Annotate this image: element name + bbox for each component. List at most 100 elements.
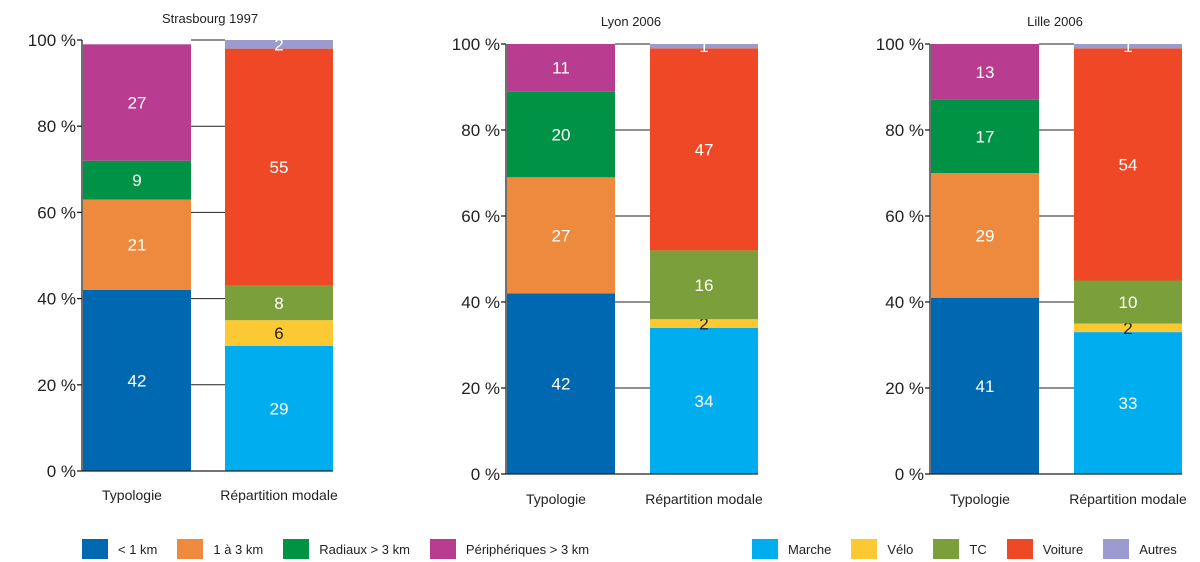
typologie-segment: [83, 44, 191, 161]
legend-swatch: [82, 539, 108, 559]
y-tick-label: 0 %: [895, 465, 924, 484]
data-label: 1: [699, 37, 708, 56]
y-tick-label: 80 %: [461, 121, 500, 140]
y-tick-label: 80 %: [37, 117, 76, 136]
chart-panel-3: Lille 2006 0 % 20 % 40 % 60 % 80 % 100 % 41 29 17…: [876, 14, 1187, 507]
data-label: 42: [128, 371, 147, 390]
category-label: Typologie: [526, 491, 586, 507]
data-label: 54: [1119, 155, 1138, 174]
legend-swatch: [933, 539, 960, 559]
legend-label: Voiture: [1042, 541, 1084, 557]
legend-swatch: [752, 539, 778, 559]
modale-segment: [225, 346, 333, 471]
y-tick-label: 20 %: [37, 376, 76, 395]
typologie-segment: [931, 173, 1039, 298]
chart-panel-1: Strasbourg 1997 0 % 20 % 40 % 60 % 80 % 100 % 4…: [28, 11, 338, 503]
legend-label: Autres: [1139, 541, 1177, 557]
typologie-legend-item: Périphériques > 3 km: [429, 539, 590, 559]
data-label: 27: [552, 226, 571, 245]
data-label: 16: [695, 276, 714, 295]
legend-label: 1 à 3 km: [213, 541, 264, 557]
typologie-segment: [83, 289, 191, 471]
data-label: 29: [270, 400, 289, 419]
modale-legend-item: Autres: [1103, 539, 1177, 559]
modale-legend-item: TC: [933, 539, 987, 559]
legend-label: Radiaux > 3 km: [319, 541, 410, 557]
data-label: 2: [274, 35, 283, 54]
data-label: 2: [1123, 319, 1132, 338]
legend-swatch: [429, 539, 456, 559]
chart-title: Lyon 2006: [601, 14, 661, 29]
legend-swatch: [851, 539, 878, 559]
y-tick-label: 100 %: [876, 35, 924, 54]
modale-segment: [225, 320, 333, 347]
data-label: 41: [976, 377, 995, 396]
modale-segment: [650, 327, 758, 474]
modale-segment: [650, 250, 758, 320]
chart-title: Lille 2006: [1027, 14, 1083, 29]
typologie-segment: [507, 293, 615, 474]
data-label: 6: [274, 324, 283, 343]
legend-label: Périphériques > 3 km: [465, 541, 590, 557]
typologie-segment: [83, 160, 191, 200]
y-tick-label: 60 %: [461, 207, 500, 226]
legend-swatch: [283, 539, 310, 559]
category-label: Typologie: [102, 487, 162, 503]
chart-title: Strasbourg 1997: [162, 11, 258, 26]
legend-label: Vélo: [887, 541, 914, 557]
category-label: Répartition modale: [1069, 491, 1187, 507]
y-tick-label: 0 %: [471, 465, 500, 484]
legend-label: Marche: [788, 541, 832, 557]
y-tick-label: 40 %: [37, 290, 76, 309]
data-label: 13: [976, 63, 995, 82]
data-label: 29: [976, 226, 995, 245]
data-label: 1: [1123, 37, 1132, 56]
modale-segment: [1074, 44, 1182, 49]
y-tick-label: 40 %: [461, 293, 500, 312]
data-label: 10: [1119, 293, 1138, 312]
modale-segment: [225, 285, 333, 321]
y-tick-label: 20 %: [885, 379, 924, 398]
modale-legend-item: Vélo: [851, 539, 913, 559]
data-label: 9: [132, 171, 141, 190]
data-label: 8: [274, 294, 283, 313]
modale-legend-item: Voiture: [1006, 539, 1084, 559]
modale-segment: [225, 48, 333, 286]
modale-segment: [1074, 48, 1182, 281]
data-label: 42: [552, 375, 571, 394]
modale-segment: [225, 40, 333, 49]
modale-segment: [650, 48, 758, 251]
legend-swatch: [1006, 539, 1033, 559]
y-tick-label: 0 %: [47, 462, 76, 481]
modale-segment: [650, 319, 758, 328]
typologie-segment: [507, 44, 615, 92]
typologie-segment: [931, 44, 1039, 100]
typologie-segment: [931, 297, 1039, 474]
data-label: 11: [552, 59, 570, 78]
data-label: 55: [270, 158, 289, 177]
category-label: Typologie: [950, 491, 1010, 507]
data-label: 2: [699, 315, 708, 334]
legend-modale: Marche Vélo TC Voiture Autres: [752, 539, 1177, 559]
legend-label: TC: [969, 541, 987, 557]
category-label: Répartition modale: [645, 491, 763, 507]
modale-segment: [1074, 332, 1182, 474]
legend-swatch: [177, 539, 204, 559]
data-label: 17: [976, 127, 995, 146]
data-label: 27: [128, 93, 147, 112]
category-label: Répartition modale: [220, 487, 338, 503]
typologie-segment: [931, 99, 1039, 173]
typologie-legend-item: Radiaux > 3 km: [283, 539, 410, 559]
typologie-legend-item: 1 à 3 km: [177, 539, 263, 559]
y-tick-label: 100 %: [28, 31, 76, 50]
typologie-legend-item: < 1 km: [82, 539, 157, 559]
modale-segment: [1074, 280, 1182, 324]
y-tick-label: 60 %: [37, 203, 76, 222]
typologie-segment: [507, 177, 615, 294]
y-tick-label: 100 %: [452, 35, 500, 54]
data-label: 47: [695, 140, 714, 159]
legend-typologie: < 1 km 1 à 3 km Radiaux > 3 km Périphérique…: [82, 539, 589, 559]
legend-swatch: [1103, 539, 1130, 559]
y-tick-label: 40 %: [885, 293, 924, 312]
